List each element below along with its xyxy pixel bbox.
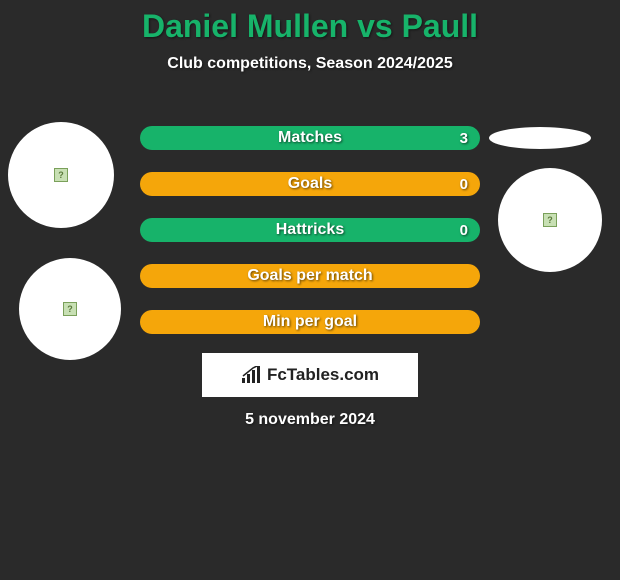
player-circle-1: ? <box>8 122 114 228</box>
brand-box: FcTables.com <box>202 353 418 397</box>
date-text: 5 november 2024 <box>0 411 620 429</box>
subtitle: Club competitions, Season 2024/2025 <box>0 55 620 73</box>
chart-icon <box>241 366 263 384</box>
stat-bars: Matches 3 Goals 0 Hattricks 0 Goals per … <box>140 126 480 356</box>
date-label: 5 november 2024 <box>245 411 375 428</box>
decorative-ellipse <box>489 127 591 149</box>
player-circle-3: ? <box>498 168 602 272</box>
player-circle-2: ? <box>19 258 121 360</box>
bar-label: Goals per match <box>247 267 372 285</box>
page-title: Daniel Mullen vs Paull <box>0 0 620 45</box>
image-placeholder-icon: ? <box>54 168 68 182</box>
subtitle-text: Club competitions, Season 2024/2025 <box>167 55 452 72</box>
image-placeholder-icon: ? <box>63 302 77 316</box>
bar-value: 0 <box>460 222 468 239</box>
bar-goals-per-match: Goals per match <box>140 264 480 288</box>
bar-label: Matches <box>278 129 342 147</box>
brand-text: FcTables.com <box>241 365 379 385</box>
bar-goals: Goals 0 <box>140 172 480 196</box>
bar-label: Min per goal <box>263 313 357 331</box>
bar-matches: Matches 3 <box>140 126 480 150</box>
bar-value: 0 <box>460 176 468 193</box>
bar-value: 3 <box>460 130 468 147</box>
image-placeholder-icon: ? <box>543 213 557 227</box>
bar-label: Hattricks <box>276 221 344 239</box>
title-text: Daniel Mullen vs Paull <box>142 8 478 44</box>
brand-label: FcTables.com <box>267 365 379 385</box>
bar-label: Goals <box>288 175 332 193</box>
bar-min-per-goal: Min per goal <box>140 310 480 334</box>
bar-hattricks: Hattricks 0 <box>140 218 480 242</box>
